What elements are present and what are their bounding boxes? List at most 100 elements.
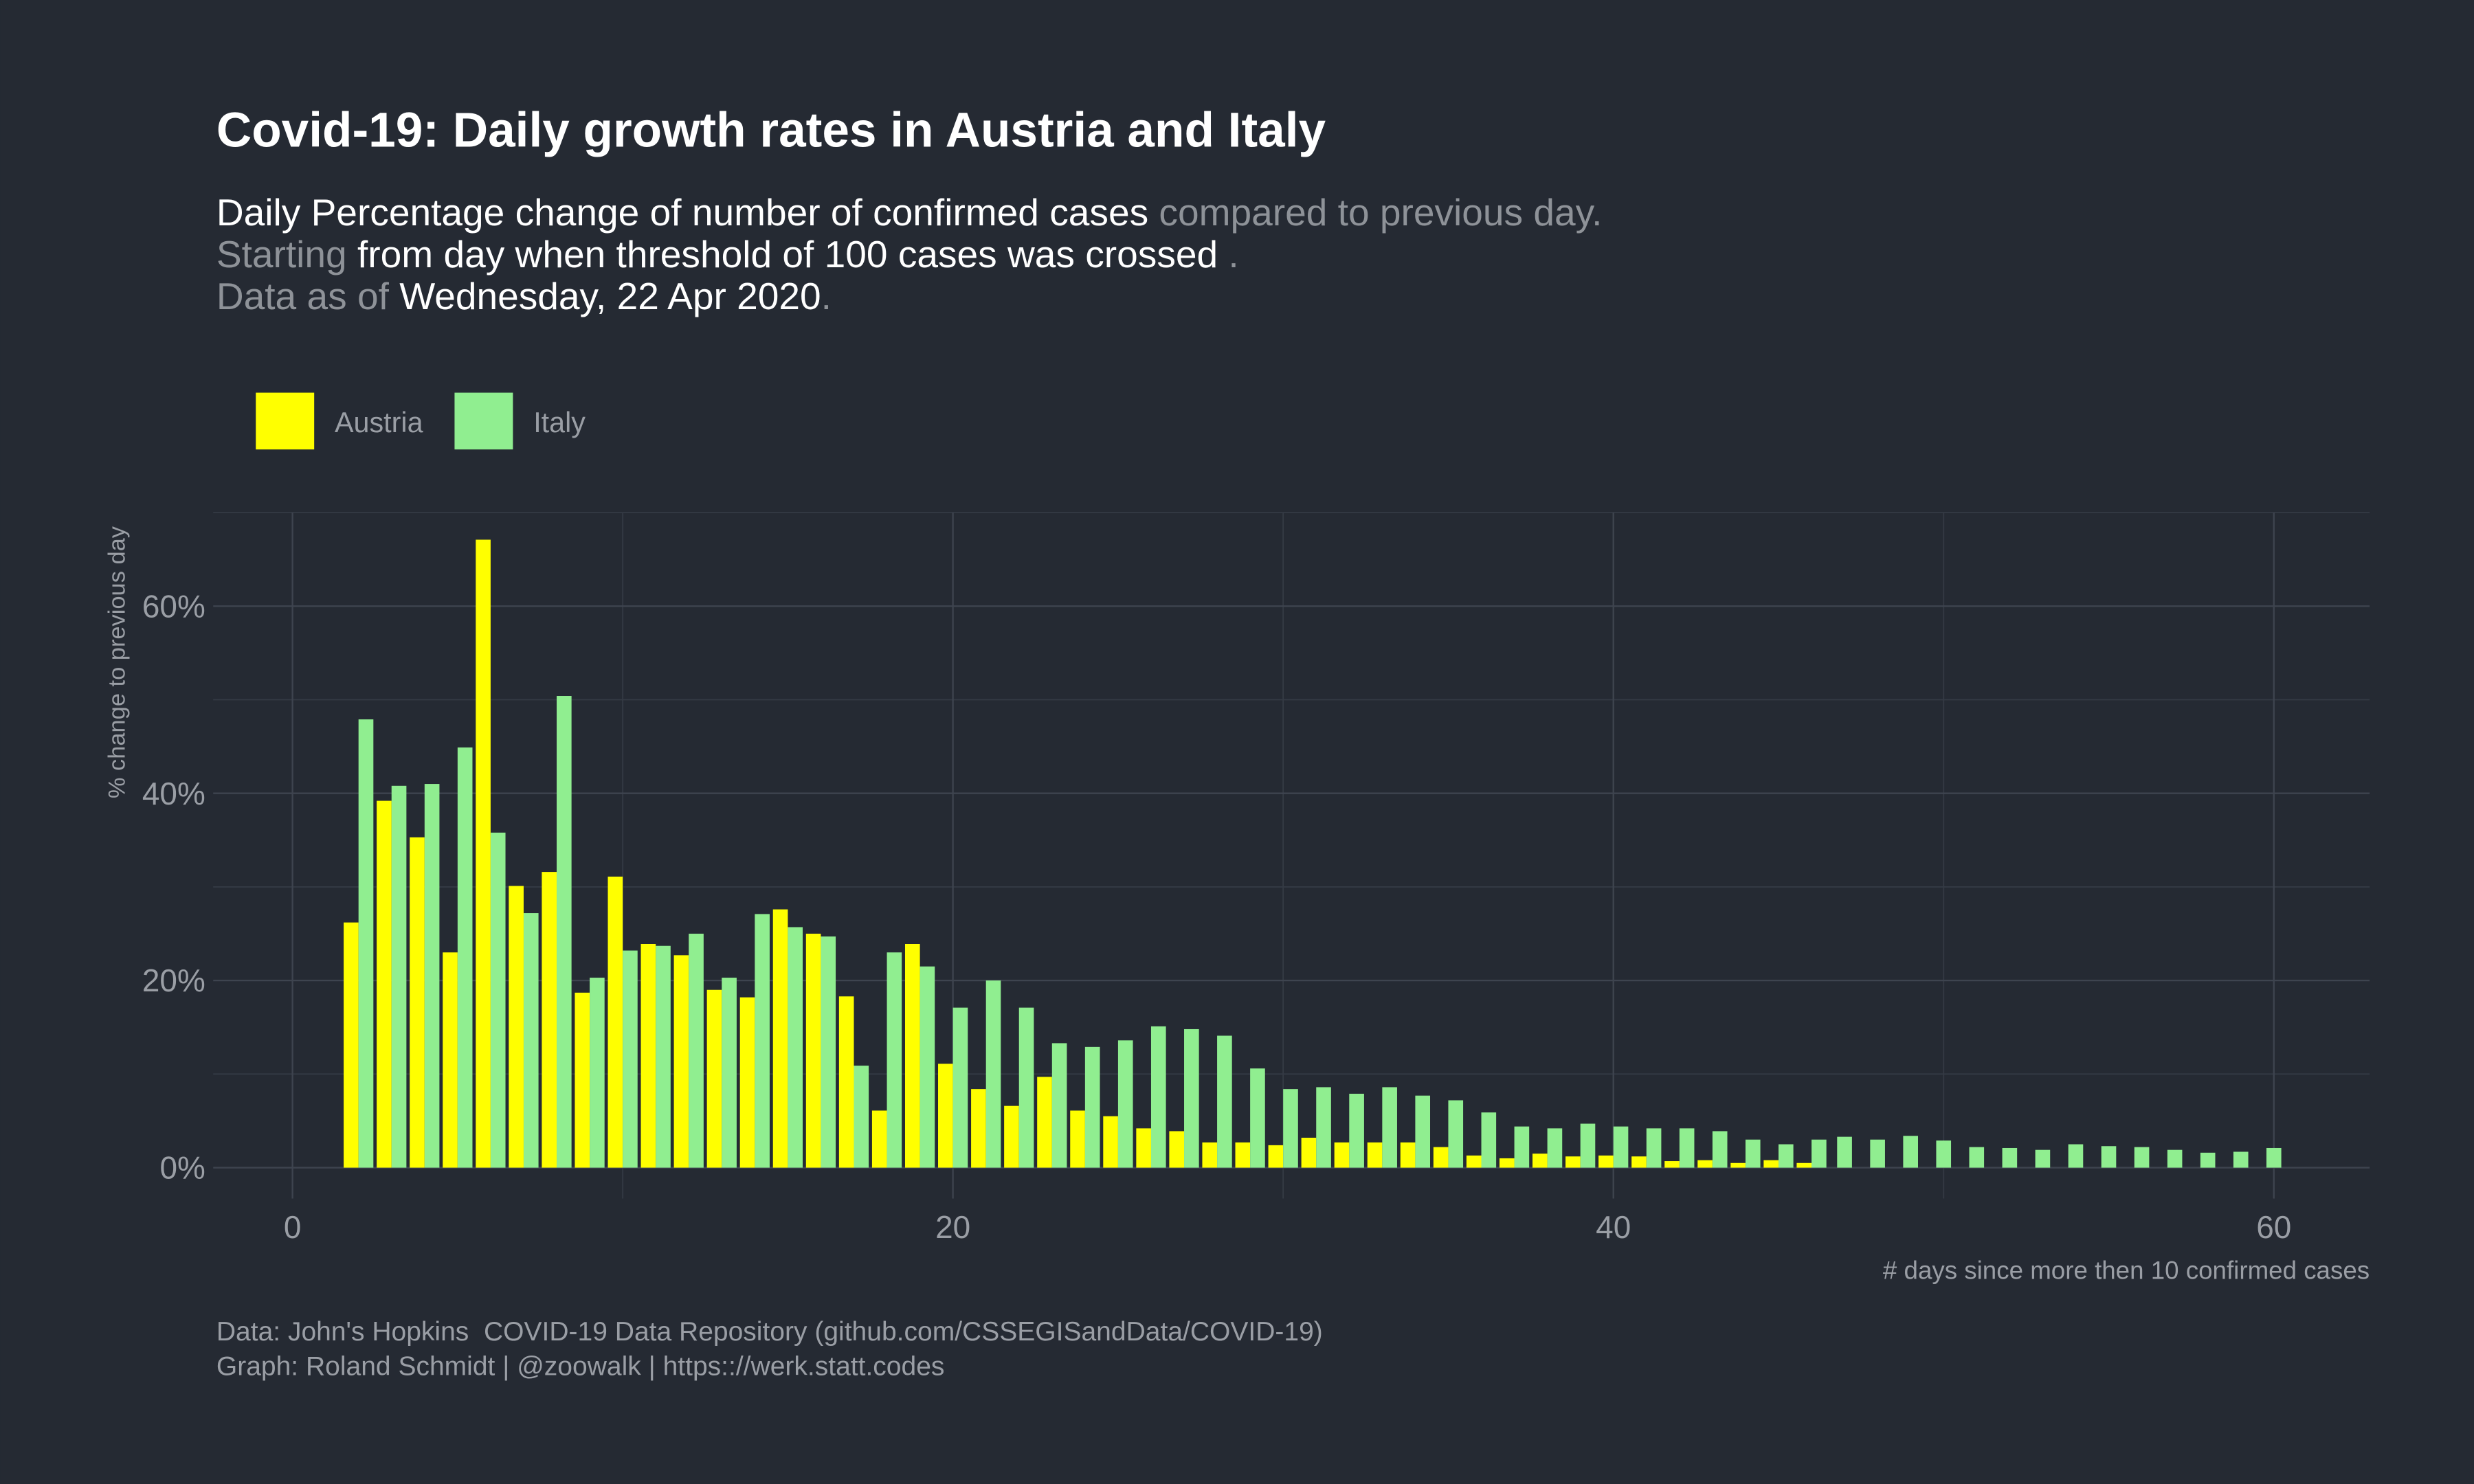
bar xyxy=(1679,1128,1695,1168)
bar xyxy=(1812,1139,1827,1168)
bar xyxy=(1837,1136,1852,1168)
bar xyxy=(2035,1149,2051,1168)
bar xyxy=(1184,1028,1199,1168)
bar xyxy=(424,784,440,1168)
bar xyxy=(1415,1095,1431,1168)
bar xyxy=(788,927,803,1168)
bar xyxy=(2200,1152,2216,1168)
bar xyxy=(985,980,1001,1168)
bar xyxy=(1730,1162,1746,1168)
bar xyxy=(640,944,656,1168)
y-tick-label: 20% xyxy=(142,963,205,998)
legend-swatch xyxy=(454,392,513,450)
x-tick-label: 60 xyxy=(2256,1209,2291,1245)
bar xyxy=(1745,1139,1761,1168)
bar xyxy=(1103,1116,1118,1168)
bar xyxy=(1631,1156,1647,1168)
y-tick-label: 60% xyxy=(142,588,205,624)
caption: Data: John's Hopkins COVID-19 Data Repos… xyxy=(216,1317,1323,1381)
bar xyxy=(2167,1149,2183,1168)
bar xyxy=(476,539,491,1168)
bar xyxy=(590,978,605,1168)
bar xyxy=(1763,1160,1779,1168)
bar xyxy=(542,872,557,1168)
bar xyxy=(1150,1026,1166,1168)
bar xyxy=(1532,1154,1548,1168)
bar xyxy=(1400,1142,1416,1168)
bar xyxy=(1481,1112,1497,1168)
bar xyxy=(457,747,473,1168)
bar xyxy=(1448,1100,1464,1168)
subtitle: Daily Percentage change of number of con… xyxy=(216,191,1603,317)
bar xyxy=(1169,1131,1185,1168)
bar xyxy=(722,978,737,1168)
bar xyxy=(1499,1158,1515,1168)
bar xyxy=(1466,1155,1482,1168)
bar xyxy=(938,1064,953,1168)
bar xyxy=(1084,1046,1100,1168)
legend: Austria Italy xyxy=(256,392,586,450)
bar xyxy=(557,696,572,1168)
bar xyxy=(952,1007,968,1168)
bar xyxy=(1334,1142,1350,1168)
plot-area: 0% 20% 40% 60% 0 20 40 60 xyxy=(142,512,2370,1245)
x-axis-label: # days since more then 10 confirmed case… xyxy=(1883,1257,2370,1285)
bar xyxy=(904,944,920,1168)
bar xyxy=(1268,1145,1284,1168)
bar xyxy=(509,886,524,1168)
bar xyxy=(1433,1147,1449,1168)
bar xyxy=(1664,1161,1680,1168)
bar xyxy=(971,1089,986,1168)
bar xyxy=(2266,1147,2282,1168)
bar xyxy=(1070,1110,1085,1168)
bar xyxy=(1051,1043,1067,1168)
bar xyxy=(805,934,821,1168)
bar xyxy=(772,909,788,1168)
subtitle-segment: . xyxy=(821,275,832,317)
bar xyxy=(2233,1151,2249,1168)
x-tick-label: 20 xyxy=(935,1209,970,1245)
bar xyxy=(623,950,638,1168)
bar xyxy=(2101,1146,2117,1168)
bar xyxy=(608,876,623,1168)
bar xyxy=(575,992,590,1168)
bar xyxy=(2134,1147,2150,1168)
bar xyxy=(706,989,722,1168)
subtitle-line: Starting from day when threshold of 100 … xyxy=(216,233,1239,276)
bar xyxy=(2068,1144,2084,1168)
caption-line: Graph: Roland Schmidt | @zoowalk | https… xyxy=(216,1352,945,1382)
y-tick-label: 0% xyxy=(159,1150,205,1186)
bar xyxy=(1514,1126,1530,1168)
bar xyxy=(1796,1162,1812,1168)
y-tick-label: 40% xyxy=(142,776,205,811)
bar xyxy=(1547,1128,1563,1168)
subtitle-segment: . xyxy=(1228,233,1238,276)
bar xyxy=(1382,1087,1397,1168)
bar xyxy=(1349,1093,1364,1168)
bar xyxy=(656,945,671,1168)
legend-label: Italy xyxy=(533,407,586,438)
bar xyxy=(1598,1155,1614,1168)
bar xyxy=(1301,1137,1317,1168)
caption-line: Data: John's Hopkins COVID-19 Data Repos… xyxy=(216,1317,1323,1347)
subtitle-segment: Data as of xyxy=(216,275,399,317)
bar xyxy=(1778,1144,1794,1168)
bar xyxy=(1004,1105,1019,1168)
bar xyxy=(1367,1142,1383,1168)
bar xyxy=(1037,1077,1052,1168)
bar xyxy=(490,832,506,1168)
bar xyxy=(1870,1139,1885,1168)
bar xyxy=(1136,1128,1151,1168)
bar xyxy=(410,837,425,1168)
bar xyxy=(673,955,689,1168)
y-axis-label: % change to previous day xyxy=(104,526,131,798)
x-tick-label: 0 xyxy=(284,1209,302,1245)
bar xyxy=(821,936,836,1168)
legend-swatch xyxy=(256,392,315,450)
bar xyxy=(1936,1140,1952,1168)
bar xyxy=(755,914,770,1168)
bar xyxy=(1018,1007,1034,1168)
bar xyxy=(344,922,359,1168)
